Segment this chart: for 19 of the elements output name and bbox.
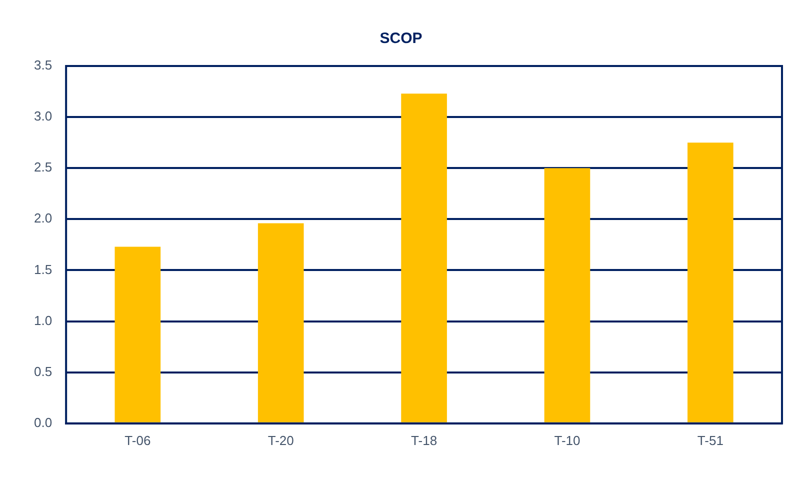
y-tick-label: 1.0 (34, 312, 52, 328)
x-tick-label: T-18 (411, 432, 438, 448)
bar (258, 223, 304, 422)
y-tick-label: 3.0 (34, 108, 52, 124)
y-tick-label: 2.0 (34, 210, 52, 226)
bar (544, 168, 590, 422)
y-tick-label: 0.0 (34, 414, 52, 430)
x-tick-label: T-51 (697, 432, 724, 448)
y-tick-label: 1.5 (34, 262, 52, 277)
x-tick-label: T-06 (124, 432, 151, 448)
y-tick-label: 3.5 (34, 58, 52, 73)
bar (688, 142, 734, 422)
x-tick-label: T-10 (554, 432, 580, 448)
y-tick-label: 0.5 (34, 364, 52, 379)
bar (401, 94, 447, 422)
bar (114, 246, 161, 422)
y-tick-label: 2.5 (34, 160, 52, 175)
chart-title: SCOP (380, 30, 422, 48)
x-tick-label: T-20 (268, 432, 294, 448)
